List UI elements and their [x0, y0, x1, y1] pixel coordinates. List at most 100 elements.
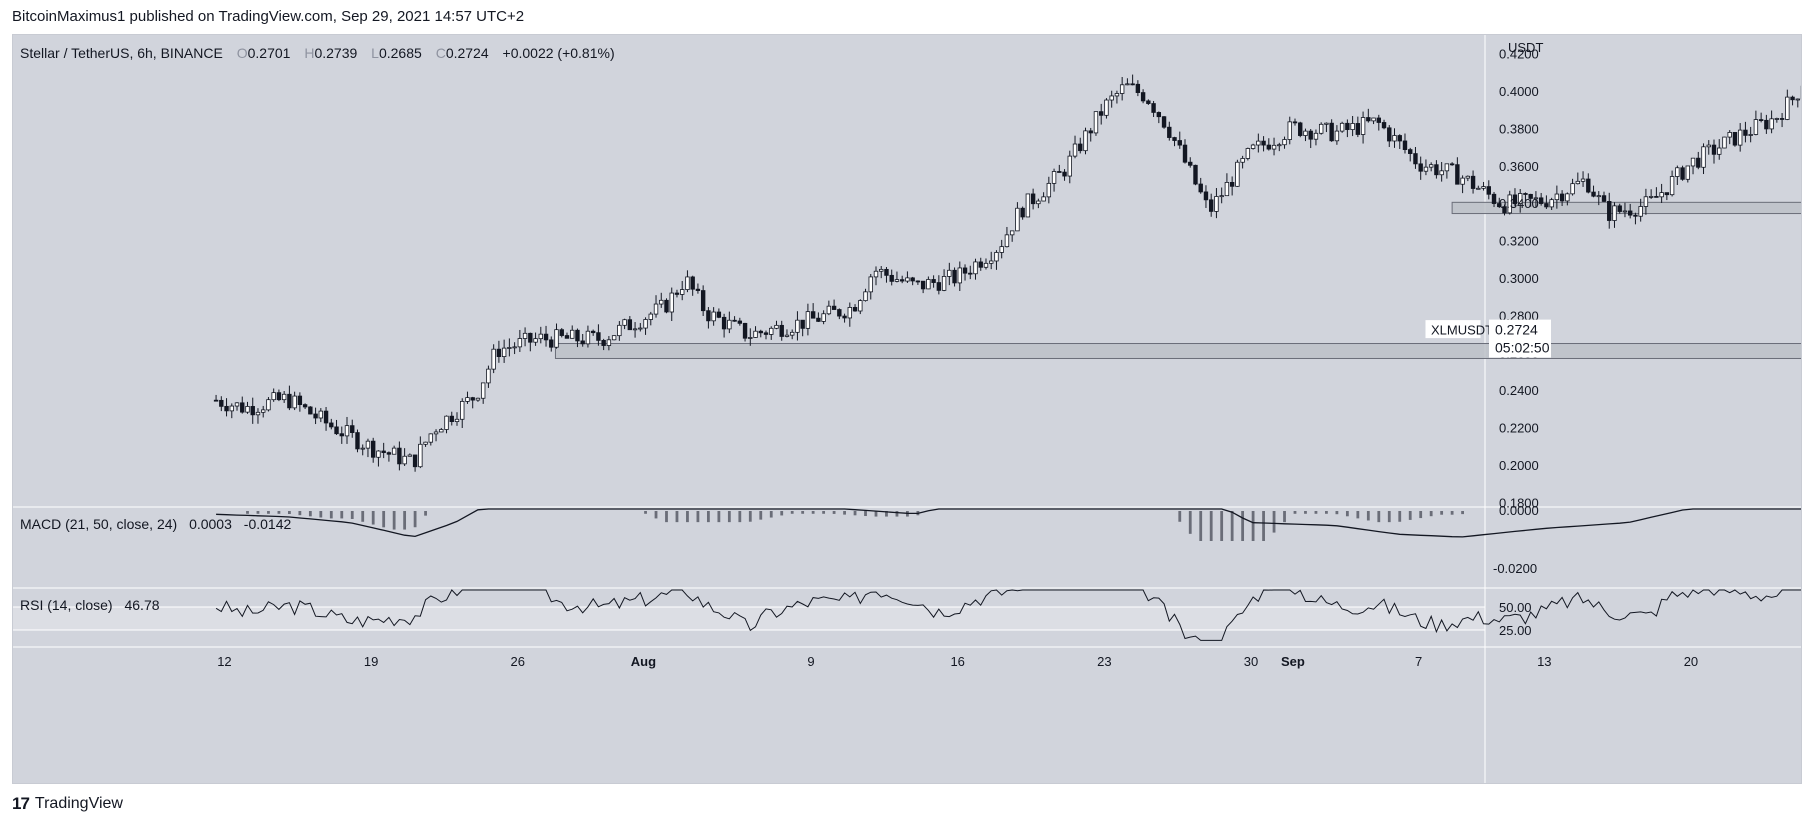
candle-body	[716, 311, 722, 318]
candle-body	[475, 397, 481, 401]
candle-body	[1408, 149, 1413, 154]
tradingview-brand: TradingView	[34, 795, 123, 812]
candle-body	[810, 311, 816, 319]
candle-body	[1549, 199, 1554, 208]
candle-body	[1072, 143, 1078, 157]
candle-body	[1135, 83, 1141, 93]
candle-body	[800, 319, 805, 329]
macd-histogram-bar	[371, 511, 375, 525]
candle-body	[1172, 137, 1177, 141]
resistance-zone	[1451, 201, 1801, 215]
macd-histogram-bar	[665, 511, 668, 523]
candle-body	[1612, 205, 1617, 221]
macd-histogram-bar	[811, 511, 815, 514]
symbol-label-box	[1424, 319, 1482, 340]
candle-body	[1465, 175, 1471, 179]
candle-body	[564, 335, 570, 339]
candle-body	[1544, 203, 1549, 208]
candle-body	[1140, 92, 1146, 102]
candle-body	[852, 307, 858, 312]
candle-body	[1198, 183, 1203, 193]
candle-body	[952, 269, 957, 284]
candle-body	[774, 324, 779, 329]
candle-body	[559, 329, 564, 336]
rsi-tick: 50.00	[1499, 600, 1532, 615]
candle-body	[1753, 119, 1759, 135]
candle-body	[1020, 207, 1025, 218]
macd-histogram-bar	[1356, 511, 1360, 519]
candle-body	[1643, 196, 1649, 207]
price-tick: 0.2400	[1499, 383, 1539, 398]
candle-body	[491, 348, 496, 370]
legend-change: +0.0022 (+0.81%)	[502, 45, 615, 61]
candle-body	[821, 313, 826, 322]
price-tick: 0.4200	[1499, 47, 1539, 62]
candle-body	[721, 316, 727, 330]
candle-body	[758, 330, 763, 334]
candle-body	[1392, 135, 1397, 142]
macd-histogram-bar	[1450, 511, 1454, 515]
candle-body	[549, 339, 554, 348]
candle-body	[889, 274, 894, 282]
candle-body	[894, 279, 900, 282]
legend-close: 0.2724	[445, 45, 489, 61]
candle-body	[1554, 193, 1560, 201]
macd-histogram-bar	[1335, 511, 1339, 515]
macd-histogram-bar	[780, 511, 784, 516]
candle-body	[1428, 164, 1434, 168]
candle-body	[732, 319, 737, 322]
chart-frame[interactable]: USDT 0.4200 0.4000 0.3800 0.3600 0.3400 0.3200…	[12, 34, 1802, 784]
candle-body	[1790, 96, 1795, 101]
candle-body	[1099, 111, 1104, 116]
candle-body	[1303, 130, 1308, 136]
legend-open: 0.2701	[247, 45, 291, 61]
candle-body	[1685, 165, 1691, 180]
macd-histogram-bar	[1461, 511, 1464, 515]
candle-body	[1497, 203, 1502, 208]
macd-histogram-bar	[717, 511, 721, 523]
macd-histogram-bar	[1398, 511, 1402, 522]
support-zone	[554, 343, 1801, 359]
candle-body	[465, 397, 470, 402]
candle-body	[486, 368, 491, 384]
macd-histogram-bar	[1220, 511, 1224, 541]
candle-body	[1481, 186, 1486, 189]
time-tick: 16	[950, 654, 964, 669]
candle-body	[1062, 171, 1067, 177]
macd-histogram-bar	[350, 511, 354, 519]
macd-histogram-bar	[256, 511, 260, 514]
symbol-label: XLMUSDT	[1431, 323, 1493, 338]
candle-body	[1203, 191, 1209, 201]
macd-histogram-bar	[1241, 511, 1245, 541]
candle-body	[219, 399, 224, 407]
candle-body	[1523, 193, 1528, 195]
candle-body	[627, 319, 633, 331]
candle-body	[261, 409, 266, 413]
macd-histogram-bar	[696, 511, 700, 523]
candle-body	[240, 402, 245, 413]
candle-body	[402, 455, 407, 465]
macd-histogram-bar	[1209, 511, 1213, 541]
macd-histogram-bar	[413, 511, 417, 528]
macd-histogram-bar	[759, 511, 763, 520]
candle-body	[554, 329, 559, 348]
macd-histogram-bar	[654, 511, 658, 519]
candle-body	[784, 334, 790, 337]
candle-body	[795, 319, 800, 333]
macd-histogram-bar	[1429, 511, 1433, 517]
candle-body	[968, 272, 973, 275]
candle-body	[1177, 140, 1182, 146]
candle-body	[1277, 144, 1282, 147]
macd-histogram-bar	[895, 511, 899, 517]
candle-body	[1387, 127, 1392, 142]
candle-body	[1402, 140, 1408, 150]
time-tick: 9	[807, 654, 814, 669]
tradingview-logo[interactable]: 17 TradingView	[12, 794, 123, 814]
macd-histogram-bar	[864, 511, 867, 517]
candle-body	[1109, 95, 1114, 101]
current-price-box	[1489, 319, 1551, 358]
macd-histogram-bar	[801, 511, 805, 514]
candle-body	[706, 310, 711, 322]
macd-histogram-bar	[1419, 511, 1423, 519]
